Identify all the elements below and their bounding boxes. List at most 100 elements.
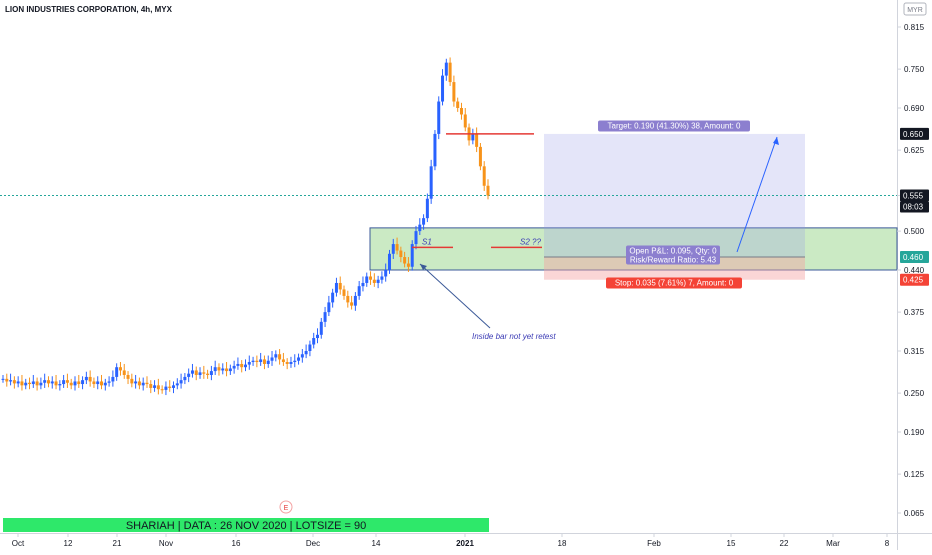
price-tick-label: 0.815 — [904, 23, 925, 32]
candle-body — [88, 376, 92, 382]
price-tick-label: 0.690 — [904, 104, 925, 113]
candle-body — [365, 276, 369, 283]
candle-body — [175, 383, 179, 386]
candle-body — [160, 389, 164, 391]
time-axis[interactable]: Oct 12 21 Nov 16 Dec 14 2021 18 Feb 15 22 Mar 8 — [12, 533, 890, 548]
price-tick-label: 0.625 — [904, 146, 925, 155]
time-tick-label: 8 — [885, 539, 890, 548]
candle-body — [406, 263, 410, 267]
price-tick-label: 0.315 — [904, 347, 925, 356]
candle-body — [43, 380, 47, 383]
current-price-badge-bg — [900, 189, 929, 202]
chart-title: LION INDUSTRIES CORPORATION, 4h, MYX — [5, 5, 173, 14]
candle-body — [448, 62, 452, 83]
candle-body — [441, 75, 445, 102]
candle-body — [463, 114, 467, 128]
candle-body — [414, 231, 418, 245]
candle-body — [194, 370, 198, 375]
candle-body — [251, 360, 255, 363]
candle-body — [206, 373, 210, 375]
candle-body — [278, 354, 282, 360]
candle-body — [16, 381, 20, 384]
candle-body — [387, 253, 391, 270]
target-price-badge: 0.650 — [903, 130, 924, 139]
target-label: Target: 0.190 (41.30%) 38, Amount: 0 — [598, 120, 750, 132]
candle-body — [259, 359, 263, 363]
stop-zone — [544, 257, 805, 280]
candle-body — [376, 279, 380, 283]
candle-body — [58, 384, 62, 386]
candle-body — [437, 101, 441, 134]
candle-body — [270, 357, 274, 361]
candle-body — [130, 378, 134, 384]
stop-label: Stop: 0.035 (7.61%) 7, Amount: 0 — [606, 277, 742, 289]
candle-body — [372, 279, 376, 283]
candle-body — [107, 381, 111, 383]
currency-label: MYR — [907, 7, 923, 14]
open-pnl-label-bg — [626, 245, 720, 265]
candle-body — [20, 381, 24, 386]
candle-body — [9, 380, 13, 382]
candle-body — [300, 354, 304, 358]
earnings-event-marker[interactable]: E — [279, 500, 293, 514]
candle-body — [96, 381, 100, 385]
time-tick-label: 2021 — [456, 539, 474, 548]
currency-badge[interactable]: MYR — [903, 2, 927, 16]
price-tick-label: 0.440 — [904, 266, 925, 275]
candle-body — [444, 62, 448, 76]
candle-body — [141, 382, 145, 386]
candle-body — [459, 108, 463, 115]
candle-body — [425, 198, 429, 219]
annotation-text: Inside bar not yet retest — [472, 332, 556, 341]
candle-body — [179, 380, 183, 384]
position-arrowhead — [773, 137, 779, 145]
candle-body — [50, 381, 54, 384]
candle-body — [69, 382, 73, 386]
candle-body — [172, 385, 176, 388]
position-arrow — [736, 136, 778, 253]
candle-body — [315, 334, 319, 339]
time-tick-label: 12 — [64, 539, 73, 548]
candles-layer — [1, 57, 490, 396]
current-price-badge: 0.555 — [903, 191, 924, 200]
candle-body — [429, 166, 433, 199]
candle-body — [39, 382, 43, 386]
countdown-badge: 08:03 — [903, 202, 924, 211]
candle-body — [28, 382, 32, 385]
candle-body — [244, 364, 247, 368]
candle-body — [361, 282, 365, 287]
candle-body — [380, 276, 384, 280]
candle-body — [422, 218, 426, 225]
candle-body — [486, 185, 490, 196]
candle-body — [5, 378, 9, 382]
candle-body — [35, 381, 39, 386]
candle-body — [342, 289, 346, 296]
level-s1-label: S1 — [422, 237, 432, 246]
price-axis[interactable]: 0.815 0.750 0.690 0.625 0.555 0.500 0.440 0.375… — [897, 23, 929, 518]
annotation-arrow — [419, 263, 491, 329]
info-banner-text: SHARIAH | DATA : 26 NOV 2020 | LOTSIZE =… — [126, 520, 366, 532]
price-tick-label: 0.250 — [904, 389, 925, 398]
candle-body — [198, 372, 202, 375]
candle-body — [65, 380, 69, 383]
candle-body — [369, 276, 373, 280]
candle-body — [327, 302, 331, 313]
candle-body — [247, 362, 251, 365]
candle-body — [456, 101, 460, 108]
candle-body — [31, 381, 35, 385]
info-banner: SHARIAH | DATA : 26 NOV 2020 | LOTSIZE =… — [3, 518, 489, 532]
price-tick-label: 0.750 — [904, 65, 925, 74]
time-tick-label: 22 — [780, 539, 789, 548]
overlays-layer: S1 S2 ?? Inside bar not yet retest Target: … — [412, 120, 779, 341]
candle-body — [168, 386, 172, 388]
candle-body — [350, 302, 354, 306]
annotation-arrowhead — [420, 264, 427, 270]
stop-price-badge: 0.425 — [903, 276, 924, 285]
info-banner-bg — [3, 518, 489, 532]
candle-body — [46, 380, 50, 384]
candle-body — [323, 312, 327, 322]
time-tick-label: Oct — [12, 539, 25, 548]
